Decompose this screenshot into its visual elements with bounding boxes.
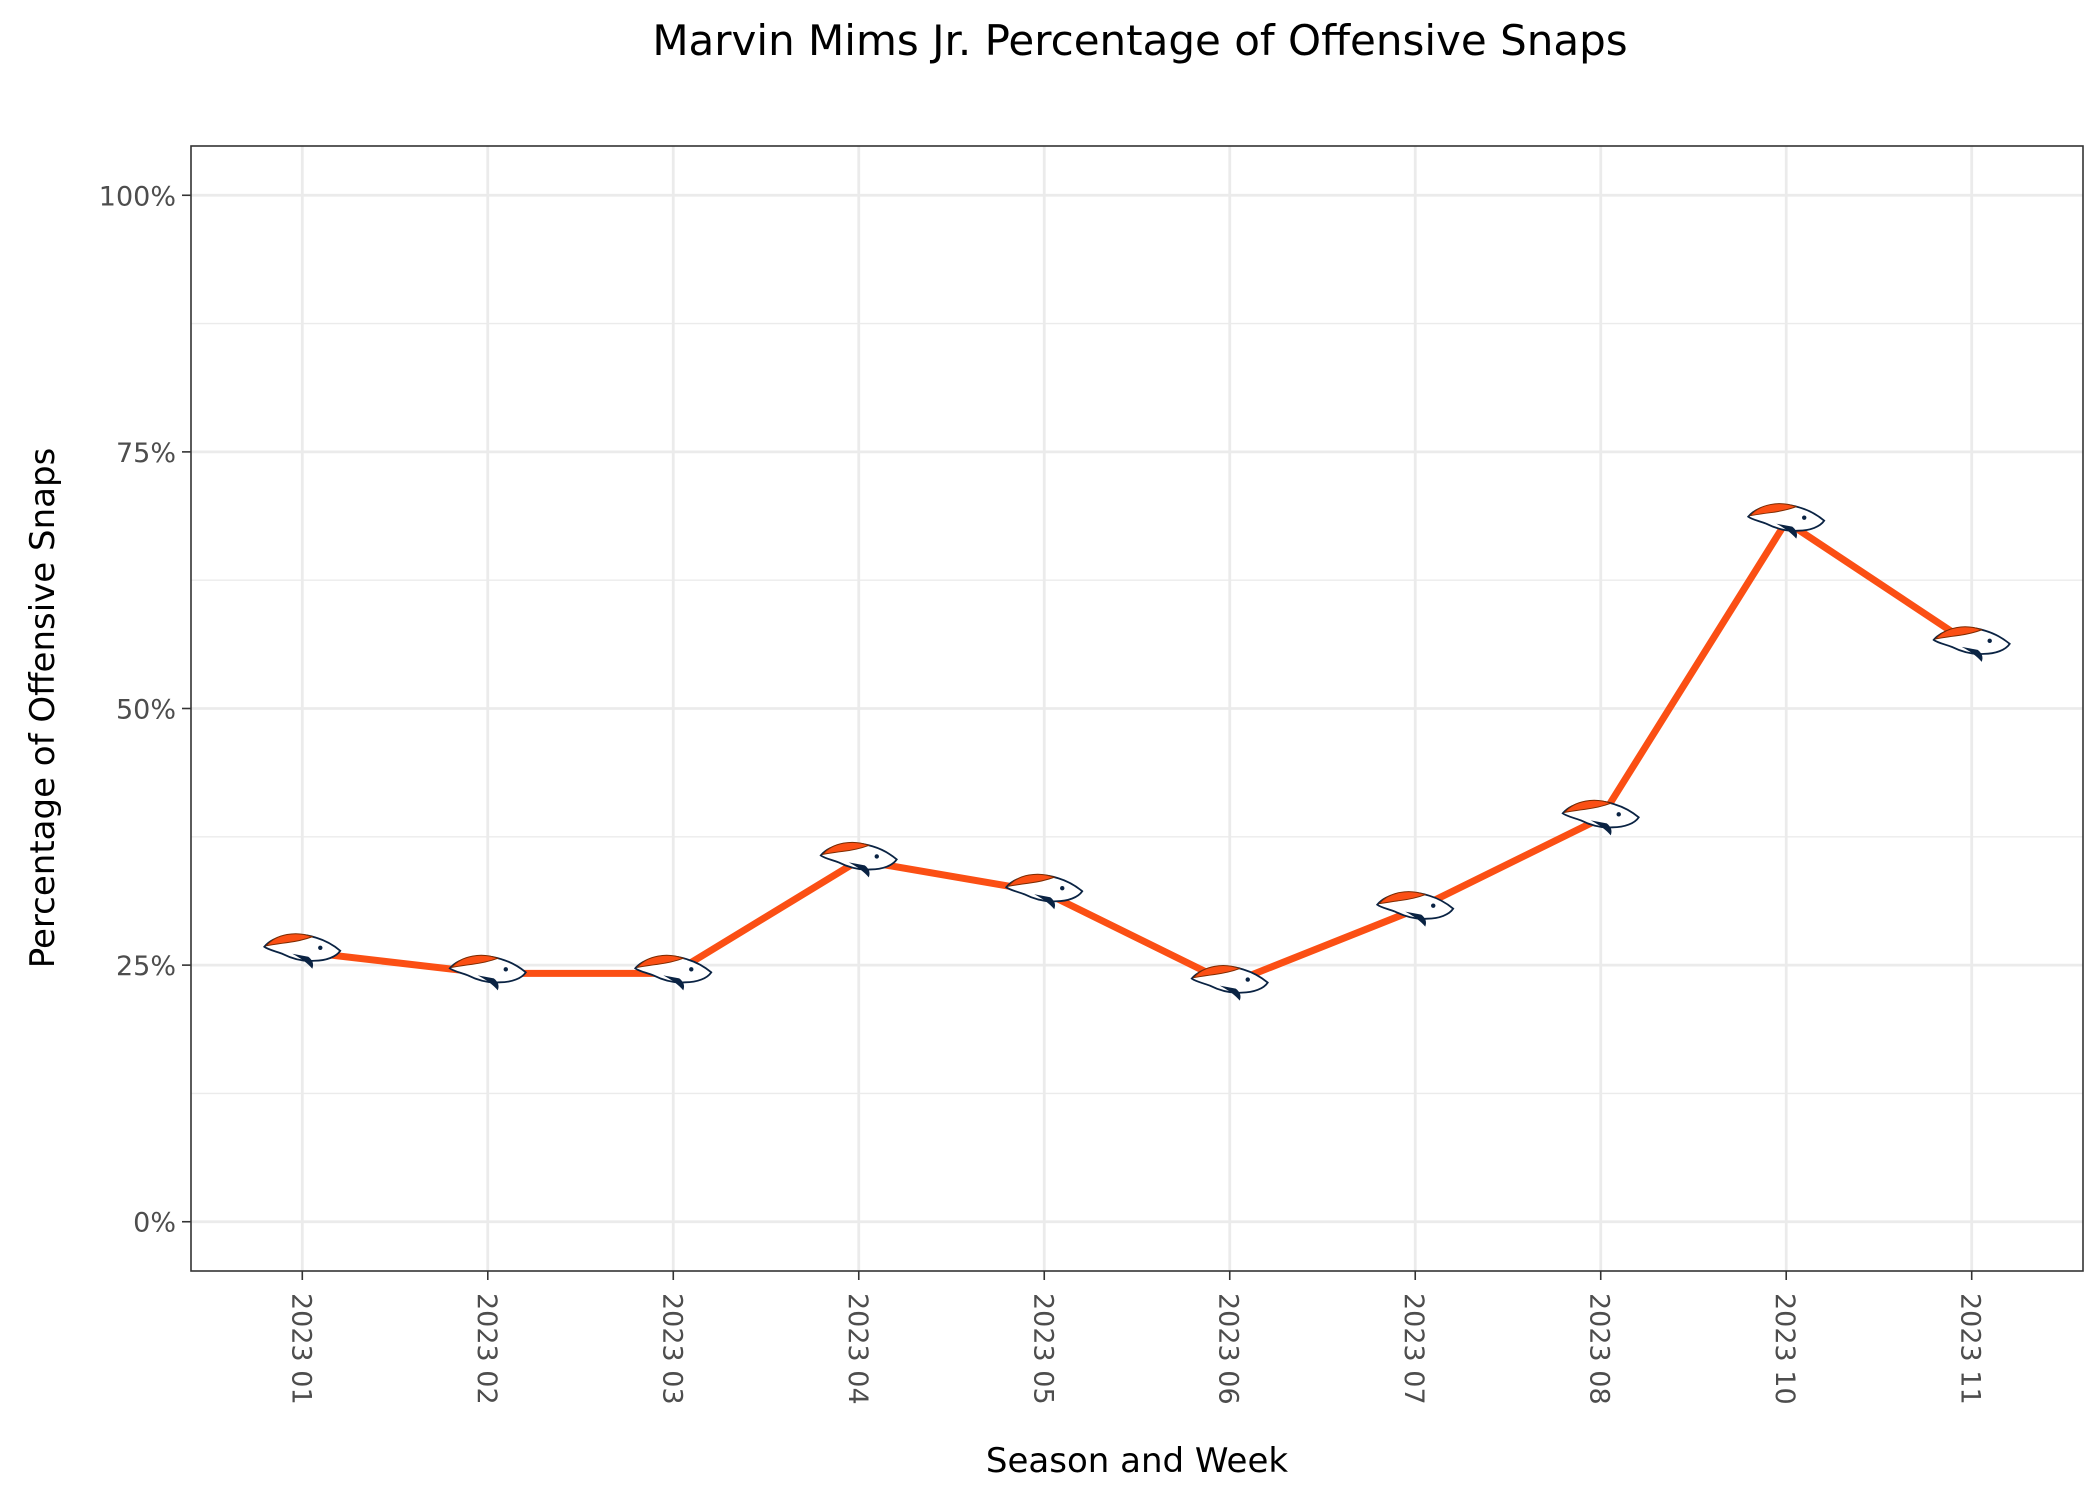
broncos-logo-icon — [262, 933, 342, 969]
broncos-logo-icon — [819, 841, 898, 878]
x-axis-title: Season and Week — [986, 1441, 1288, 1481]
x-tick-label: 2023 11 — [1955, 1293, 1986, 1405]
series-layer — [262, 503, 2011, 1001]
broncos-logo-icon — [1932, 626, 2011, 662]
chart-title: Marvin Mims Jr. Percentage of Offensive … — [652, 16, 1627, 65]
y-tick-label: 50% — [116, 695, 176, 726]
x-tick-label: 2023 07 — [1398, 1293, 1429, 1405]
x-tick-label: 2023 01 — [285, 1293, 316, 1405]
broncos-logo-icon — [633, 954, 713, 991]
broncos-logo-icon — [1746, 503, 1826, 539]
y-tick-label: 0% — [133, 1208, 176, 1239]
y-tick-label: 100% — [99, 181, 176, 212]
minor-gridlines — [191, 322, 2083, 1095]
y-tick-label: 25% — [116, 951, 176, 982]
x-tick-label: 2023 08 — [1584, 1293, 1615, 1405]
y-axis-title: Percentage of Offensive Snaps — [23, 448, 63, 969]
broncos-logo-icon — [448, 954, 527, 991]
broncos-logo-icon — [1561, 799, 1640, 836]
x-tick-label: 2023 05 — [1027, 1293, 1058, 1405]
major-gridlines — [191, 146, 2083, 1271]
x-tick-label: 2023 10 — [1769, 1293, 1800, 1405]
broncos-logo-icon — [1375, 891, 1455, 927]
x-axis: 2023 01 2023 02 2023 03 2023 04 2023 05 2023 … — [285, 1271, 1986, 1405]
x-tick-label: 2023 03 — [656, 1293, 687, 1405]
x-tick-label: 2023 04 — [842, 1293, 873, 1405]
y-axis: 0% 25% 50% 75% 100% — [99, 181, 191, 1239]
broncos-logo-icon — [1004, 873, 1084, 910]
x-tick-label: 2023 06 — [1213, 1293, 1244, 1405]
y-tick-label: 75% — [116, 438, 176, 469]
series-line — [298, 518, 1976, 988]
x-tick-label: 2023 02 — [471, 1293, 502, 1405]
broncos-logo-icon — [1190, 965, 1269, 1001]
